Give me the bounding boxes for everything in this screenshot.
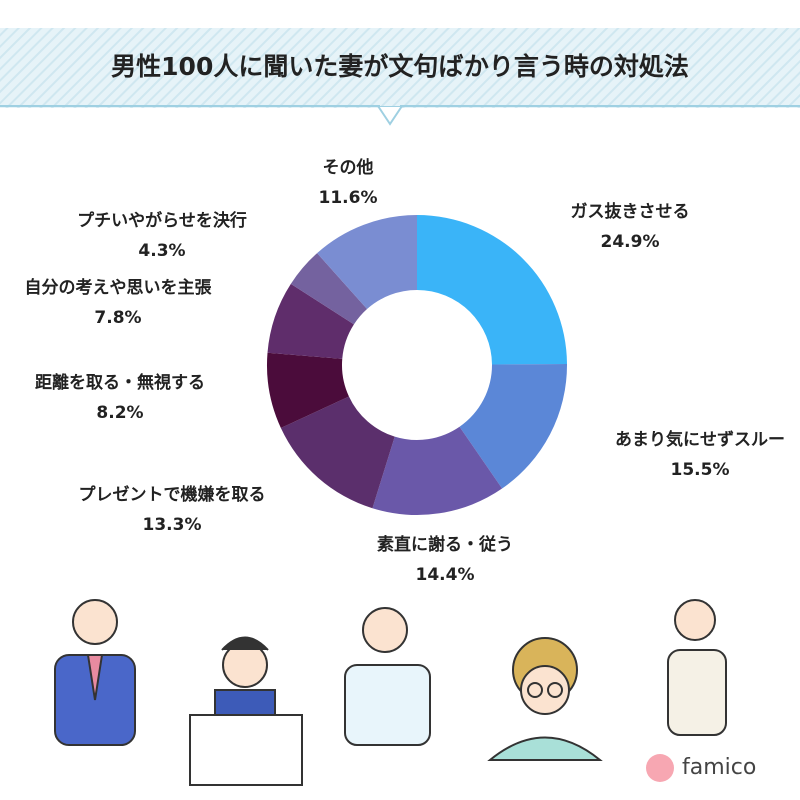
slice	[280, 396, 395, 509]
person-question	[344, 607, 431, 746]
labels: ガス抜きさせる 24.9% あまり気にせずスルー 15.5% 素直に謝る・従う 14.4%…	[25, 157, 786, 585]
person-sweater	[667, 599, 727, 736]
person-sign	[189, 636, 303, 786]
slice	[372, 426, 503, 515]
logo-icon	[646, 754, 674, 782]
category-label: プチいやがらせを決行	[77, 210, 247, 231]
category-label: 素直に謝る・従う	[377, 534, 513, 555]
slice	[267, 352, 349, 429]
value-label: 8.2%	[96, 403, 143, 423]
donut	[267, 215, 567, 515]
value-label: 4.3%	[138, 241, 185, 261]
chart-title: 男性100人に聞いた妻が文句ばかり言う時の対処法	[111, 52, 689, 81]
category-label: プレゼントで機嫌を取る	[79, 484, 266, 505]
title-banner	[0, 28, 800, 126]
slice	[290, 253, 368, 325]
value-label: 14.4%	[416, 565, 475, 585]
person-suit	[54, 599, 136, 746]
category-label: ガス抜きさせる	[571, 201, 690, 222]
slice	[459, 364, 567, 489]
logo: famico	[682, 755, 756, 780]
slice	[267, 283, 354, 359]
person-glasses	[487, 637, 603, 761]
category-label: 距離を取る・無視する	[35, 372, 205, 393]
value-label: 11.6%	[319, 188, 378, 208]
slice	[317, 215, 417, 310]
category-label: 自分の考えや思いを主張	[25, 277, 213, 298]
value-label: 13.3%	[143, 515, 202, 535]
category-label: あまり気にせずスルー	[615, 429, 785, 450]
value-label: 24.9%	[601, 232, 660, 252]
illustrations	[54, 599, 727, 786]
value-label: 15.5%	[671, 460, 730, 480]
slice	[417, 215, 567, 365]
category-label: その他	[323, 157, 374, 178]
value-label: 7.8%	[94, 308, 141, 328]
